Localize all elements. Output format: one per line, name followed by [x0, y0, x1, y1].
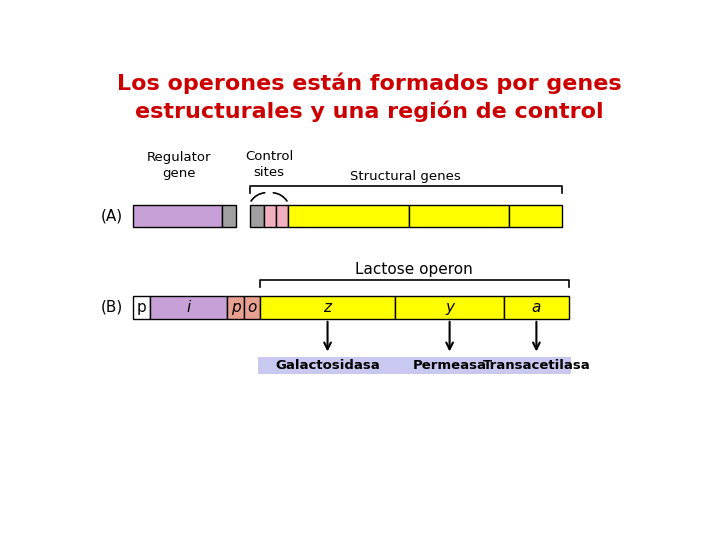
Text: Control
sites: Control sites — [245, 150, 293, 179]
Bar — [408, 205, 509, 226]
Bar — [150, 296, 228, 319]
Bar — [504, 296, 569, 319]
Text: Permeasa: Permeasa — [413, 360, 487, 373]
Text: p: p — [136, 300, 146, 315]
Text: i: i — [186, 300, 191, 315]
Text: (B): (B) — [101, 300, 123, 315]
Text: Los operones están formados por genes
estructurales y una región de control: Los operones están formados por genes es… — [117, 72, 621, 122]
Text: (A): (A) — [101, 208, 123, 223]
Text: o: o — [247, 300, 256, 315]
Text: a: a — [531, 300, 541, 315]
Text: Structural genes: Structural genes — [351, 171, 462, 184]
Bar — [509, 205, 562, 226]
Text: z: z — [323, 300, 331, 315]
Bar — [222, 205, 235, 226]
Bar — [132, 296, 150, 319]
Bar — [228, 296, 244, 319]
Text: Regulator
gene: Regulator gene — [147, 151, 212, 180]
Bar — [260, 296, 395, 319]
Text: p: p — [231, 300, 240, 315]
Bar — [289, 205, 408, 226]
Bar — [264, 205, 276, 226]
Text: Lactose operon: Lactose operon — [356, 262, 473, 278]
Text: Transacetilasa: Transacetilasa — [482, 360, 590, 373]
Bar — [250, 205, 264, 226]
Bar — [244, 296, 260, 319]
Bar — [276, 205, 289, 226]
Text: y: y — [445, 300, 454, 315]
Bar — [132, 205, 222, 226]
Bar — [258, 357, 570, 374]
Bar — [395, 296, 504, 319]
Text: Galactosidasa: Galactosidasa — [275, 360, 380, 373]
